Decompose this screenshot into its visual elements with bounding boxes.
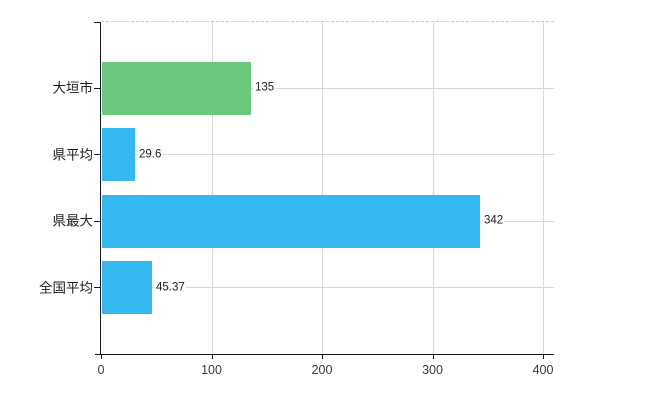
bar-value-label: 29.6 [138,148,163,162]
y-axis-tick [94,87,100,89]
y-axis-tick [94,154,100,156]
vertical-gridline [543,22,544,354]
category-label: 大垣市 [52,80,94,96]
bar-value-label: 135 [254,81,276,95]
bar-1 [102,128,135,182]
x-axis-tick-label: 300 [422,363,443,377]
vertical-gridline [432,22,434,354]
plot-top-border [101,21,554,22]
bar-value-label: 342 [483,214,505,228]
y-axis-tick [94,220,100,222]
y-axis-tick [94,22,100,23]
x-axis-tick-label: 100 [201,363,222,377]
x-axis-tick [211,354,213,359]
horizontal-gridline [101,287,554,289]
x-axis-tick [543,354,544,359]
category-label: 県最大 [52,213,94,229]
horizontal-gridline [101,154,554,156]
x-axis-tick-label: 0 [97,363,105,377]
x-axis-tick-label: 200 [311,363,333,377]
x-axis-tick [101,354,102,359]
bar-3 [102,261,152,315]
vertical-gridline [211,22,213,354]
vertical-gridline [322,22,323,354]
x-axis-tick [322,354,323,359]
category-label: 県平均 [52,147,94,163]
x-axis-tick [432,354,434,359]
x-axis-tick-label: 400 [532,363,554,377]
category-label: 全国平均 [39,280,93,296]
bar-2 [102,194,480,248]
y-axis-line [100,22,101,354]
y-axis-tick [94,287,100,289]
bar-value-label: 45.37 [155,281,186,295]
horizontal-gridline [101,87,554,89]
bar-0 [102,61,251,115]
x-axis-line [95,354,554,355]
